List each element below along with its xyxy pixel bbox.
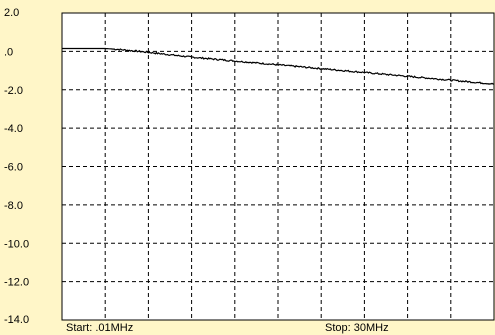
y-tick-label: -8.0	[4, 200, 23, 212]
y-tick-label: -14.0	[4, 314, 29, 326]
y-tick-label: -6.0	[4, 162, 23, 174]
y-tick-labels: 2.0 .0 -2.0 -4.0 -6.0 -8.0 -10.0 -12.0 -14.0	[4, 7, 29, 326]
start-frequency-label: Start: .01MHz	[66, 322, 133, 334]
y-tick-label: -4.0	[4, 123, 23, 135]
series-trace	[62, 47, 494, 85]
y-tick-label: -2.0	[4, 85, 23, 97]
y-tick-label: -12.0	[4, 277, 29, 289]
y-tick-label: 2.0	[4, 7, 19, 19]
stop-frequency-label: Stop: 30MHz	[325, 322, 389, 334]
y-tick-label: .0	[4, 46, 13, 58]
y-tick-label: -10.0	[4, 238, 29, 250]
